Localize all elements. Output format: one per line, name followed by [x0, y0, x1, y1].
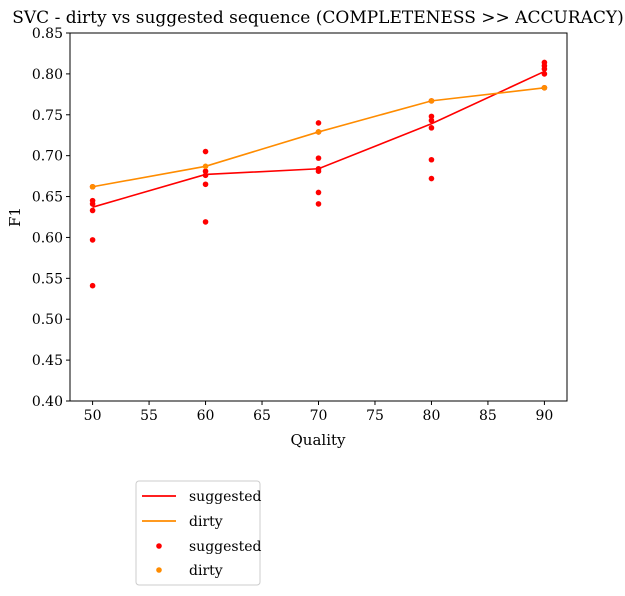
y-tick-label: 0.75 — [32, 108, 63, 124]
y-tick-label: 0.50 — [32, 312, 63, 328]
legend-label: dirty — [189, 514, 223, 530]
x-tick-label: 75 — [366, 408, 384, 424]
x-tick-label: 50 — [84, 408, 102, 424]
scatter-point-suggested — [89, 282, 96, 289]
y-tick-label: 0.85 — [32, 26, 63, 42]
scatter-point-suggested — [541, 59, 548, 66]
legend-dot-swatch — [156, 567, 162, 573]
scatter-point-dirty — [541, 84, 548, 91]
legend-label: dirty — [189, 563, 223, 579]
scatter-point-suggested — [89, 237, 96, 243]
y-axis-label: F1 — [6, 207, 24, 227]
x-tick-label: 80 — [423, 408, 441, 424]
scatter-point-suggested — [428, 156, 435, 163]
scatter-point-suggested — [202, 168, 209, 175]
scatter-point-suggested — [315, 165, 322, 172]
y-tick-label: 0.70 — [32, 149, 63, 165]
x-tick-label: 60 — [197, 408, 215, 424]
y-tick-label: 0.80 — [32, 67, 63, 83]
scatter-point-suggested — [202, 181, 209, 188]
scatter-point-suggested — [428, 113, 435, 120]
legend-box — [135, 480, 261, 586]
x-tick-label: 85 — [479, 408, 497, 424]
scatter-point-suggested — [315, 201, 322, 207]
scatter-point-suggested — [202, 219, 209, 225]
scatter-point-dirty — [202, 163, 209, 170]
x-tick-label: 70 — [310, 408, 328, 424]
scatter-point-suggested — [315, 155, 322, 161]
legend-label: suggested — [189, 539, 262, 555]
y-tick-label: 0.60 — [32, 230, 63, 246]
series-line-suggested — [92, 70, 545, 208]
scatter-point-suggested — [541, 71, 548, 77]
legend-dot-swatch — [156, 543, 162, 549]
scatter-point-dirty — [89, 183, 96, 190]
x-tick-label: 55 — [140, 408, 158, 424]
chart-title: SVC - dirty vs suggested sequence (COMPL… — [12, 8, 624, 28]
y-tick-label: 0.40 — [32, 394, 63, 410]
scatter-point-suggested — [315, 189, 322, 196]
scatter-point-suggested — [428, 175, 435, 182]
scatter-point-suggested — [89, 207, 96, 214]
legend: suggested dirty suggested dirty — [135, 480, 262, 586]
legend-label: suggested — [189, 489, 262, 505]
scatter-point-suggested — [89, 197, 96, 204]
scatter-point-suggested — [202, 148, 209, 155]
scatter-point-dirty — [428, 98, 435, 104]
x-tick-label: 65 — [253, 408, 271, 424]
x-tick-label: 90 — [535, 408, 553, 424]
scatter-point-suggested — [315, 120, 322, 126]
y-tick-label: 0.65 — [32, 190, 63, 206]
plot-area: 50 55 60 65 70 75 80 85 90 0.40 0.45 0.50 0.55 0.60 0.… — [32, 26, 568, 424]
scatter-point-suggested — [428, 125, 435, 131]
scatter-point-suggested — [202, 172, 209, 179]
y-tick-label: 0.55 — [32, 271, 63, 287]
x-axis-label: Quality — [291, 431, 347, 449]
scatter-point-suggested — [428, 117, 435, 124]
scatter-point-dirty — [315, 129, 322, 135]
y-tick-label: 0.45 — [32, 353, 63, 369]
plot-frame — [69, 32, 568, 402]
